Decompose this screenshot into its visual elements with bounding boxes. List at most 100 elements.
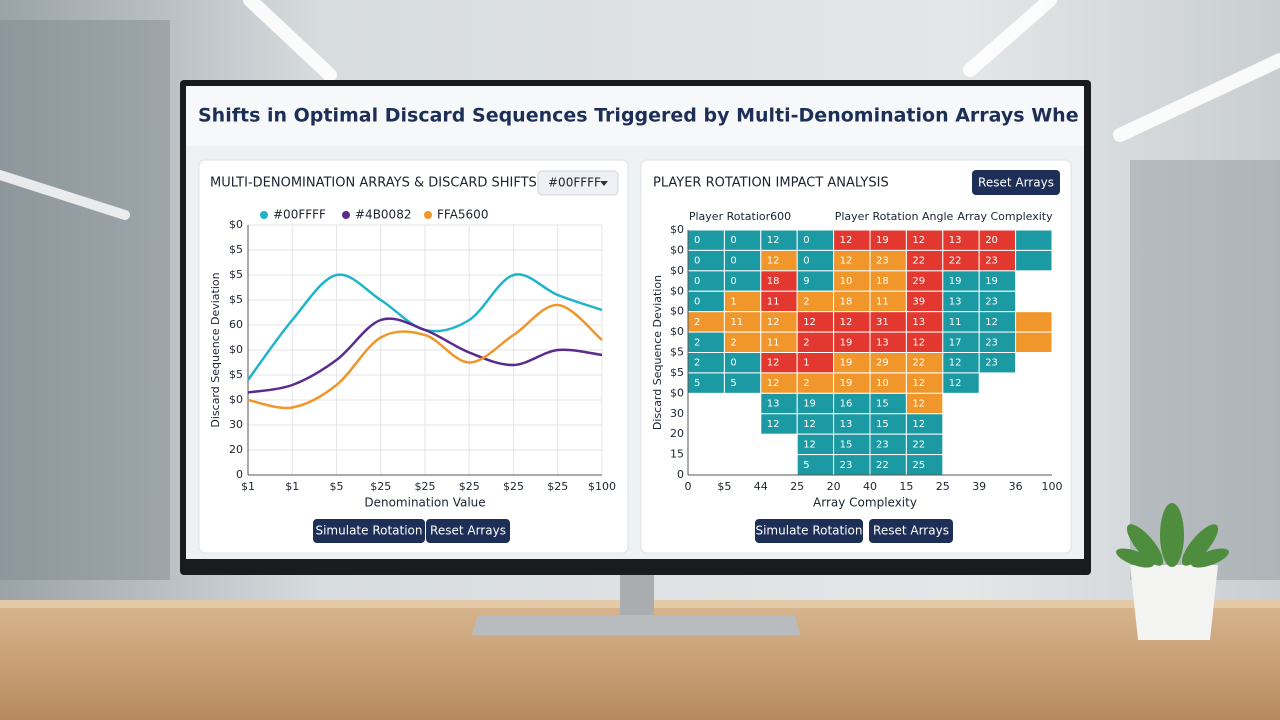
left-panel bbox=[198, 159, 629, 554]
cell-label: 18 bbox=[767, 276, 780, 287]
header-bar bbox=[186, 86, 1084, 146]
window bbox=[1130, 160, 1280, 580]
cell-label: 12 bbox=[840, 256, 853, 267]
ceiling-light bbox=[0, 170, 130, 220]
window bbox=[0, 20, 170, 580]
cell-label: 12 bbox=[767, 235, 780, 246]
cell-label: 12 bbox=[912, 399, 925, 410]
y-tick-label: $0 bbox=[229, 218, 243, 231]
cell-label: 23 bbox=[985, 296, 998, 307]
cell-label: 23 bbox=[840, 460, 853, 471]
button-label[interactable]: Simulate Rotation bbox=[315, 524, 422, 538]
cell-label: 12 bbox=[767, 317, 780, 328]
cell-label: 29 bbox=[912, 276, 925, 287]
cell-label: 11 bbox=[730, 317, 743, 328]
button[interactable] bbox=[972, 170, 1060, 195]
cell-label: 22 bbox=[912, 439, 925, 450]
cell-label: 19 bbox=[803, 399, 816, 410]
cell-label: 9 bbox=[803, 276, 809, 287]
button[interactable] bbox=[755, 519, 863, 543]
y-tick-label: 60 bbox=[229, 318, 243, 331]
legend-label: #00FFFF bbox=[273, 208, 326, 222]
ceiling-light bbox=[963, 0, 1057, 77]
x-tick-label: 40 bbox=[863, 480, 877, 493]
cell-label: 12 bbox=[840, 235, 853, 246]
cell-label: 0 bbox=[730, 358, 736, 369]
x-tick-label: $1 bbox=[285, 480, 299, 493]
button-label[interactable]: Reset Arrays bbox=[430, 524, 506, 538]
button-label[interactable]: Reset Arrays bbox=[873, 524, 949, 538]
cell-label: 12 bbox=[912, 378, 925, 389]
column-header: Array Complexity bbox=[957, 210, 1053, 223]
legend-label: FFA5600 bbox=[437, 208, 488, 222]
cell-label: 19 bbox=[840, 378, 853, 389]
cell-label: 1 bbox=[803, 358, 809, 369]
legend-swatch bbox=[260, 211, 268, 219]
x-axis-label: Denomination Value bbox=[364, 496, 485, 510]
heatmap-cell bbox=[1015, 311, 1053, 333]
dropdown-value[interactable]: #00FFFF bbox=[548, 176, 601, 190]
heatmap-cell bbox=[942, 372, 980, 394]
cell-label: 22 bbox=[912, 358, 925, 369]
x-tick-label: $25 bbox=[459, 480, 480, 493]
x-tick-label: $25 bbox=[547, 480, 568, 493]
cell-label: 2 bbox=[803, 296, 809, 307]
cell-label: 12 bbox=[949, 358, 962, 369]
cell-label: 17 bbox=[949, 337, 962, 348]
cell-label: 29 bbox=[876, 358, 889, 369]
cell-label: 12 bbox=[767, 256, 780, 267]
heatmap-cell bbox=[978, 352, 1017, 374]
cell-label: 25 bbox=[912, 460, 925, 471]
plant-pot bbox=[1130, 565, 1218, 640]
x-tick-label: 36 bbox=[1009, 480, 1023, 493]
button-label[interactable]: Simulate Rotation bbox=[755, 524, 862, 538]
x-tick-label: $25 bbox=[415, 480, 436, 493]
cell-label: 19 bbox=[876, 235, 889, 246]
dropdown[interactable] bbox=[537, 170, 619, 196]
cell-label: 15 bbox=[876, 399, 889, 410]
cell-label: 18 bbox=[840, 296, 853, 307]
cell-label: 0 bbox=[730, 235, 736, 246]
cell-label: 12 bbox=[912, 337, 925, 348]
cell-label: 23 bbox=[985, 337, 998, 348]
cell-label: 19 bbox=[840, 358, 853, 369]
button[interactable] bbox=[426, 519, 510, 543]
cell-label: 11 bbox=[949, 317, 962, 328]
cell-label: 0 bbox=[694, 235, 700, 246]
cell-label: 13 bbox=[949, 235, 962, 246]
y-tick-label: 0 bbox=[236, 468, 243, 481]
line-series bbox=[247, 317, 603, 394]
cell-label: 15 bbox=[840, 439, 853, 450]
button[interactable] bbox=[869, 519, 953, 543]
cell-label: 39 bbox=[912, 296, 925, 307]
x-axis-label: Array Complexity bbox=[813, 496, 917, 510]
button[interactable] bbox=[313, 519, 425, 543]
heatmap-cell bbox=[1015, 249, 1053, 272]
cell-label: 2 bbox=[694, 358, 700, 369]
dropdown-arrow[interactable] bbox=[600, 181, 608, 186]
cell-label: 22 bbox=[876, 460, 889, 471]
y-tick-label: 30 bbox=[229, 418, 243, 431]
monitor-base bbox=[472, 615, 800, 635]
cell-label: 13 bbox=[767, 399, 780, 410]
cell-label: 12 bbox=[767, 419, 780, 430]
cell-label: 12 bbox=[767, 358, 780, 369]
cell-label: 19 bbox=[840, 337, 853, 348]
y-tick-label: 0 bbox=[677, 468, 684, 481]
y-tick-label: $0 bbox=[670, 284, 684, 297]
cell-label: 13 bbox=[912, 317, 925, 328]
cell-label: 12 bbox=[803, 317, 816, 328]
y-axis-label: Discard Sequence Deviation bbox=[209, 272, 222, 427]
y-tick-label: $0 bbox=[670, 386, 684, 399]
y-tick-label: 20 bbox=[670, 427, 684, 440]
x-tick-label: $25 bbox=[503, 480, 524, 493]
cell-label: 11 bbox=[767, 337, 780, 348]
legend-label: #4B0082 bbox=[355, 208, 411, 222]
cell-label: 16 bbox=[840, 399, 853, 410]
cell-label: 19 bbox=[949, 276, 962, 287]
y-tick-label: $5 bbox=[670, 346, 684, 359]
button-label[interactable]: Reset Arrays bbox=[978, 176, 1054, 190]
cell-label: 15 bbox=[876, 419, 889, 430]
monitor-stand bbox=[620, 572, 654, 620]
